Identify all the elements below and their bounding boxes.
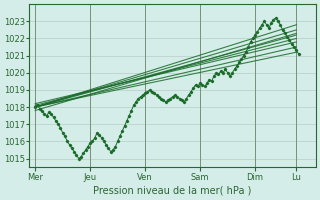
X-axis label: Pression niveau de la mer( hPa ): Pression niveau de la mer( hPa ): [93, 186, 252, 196]
